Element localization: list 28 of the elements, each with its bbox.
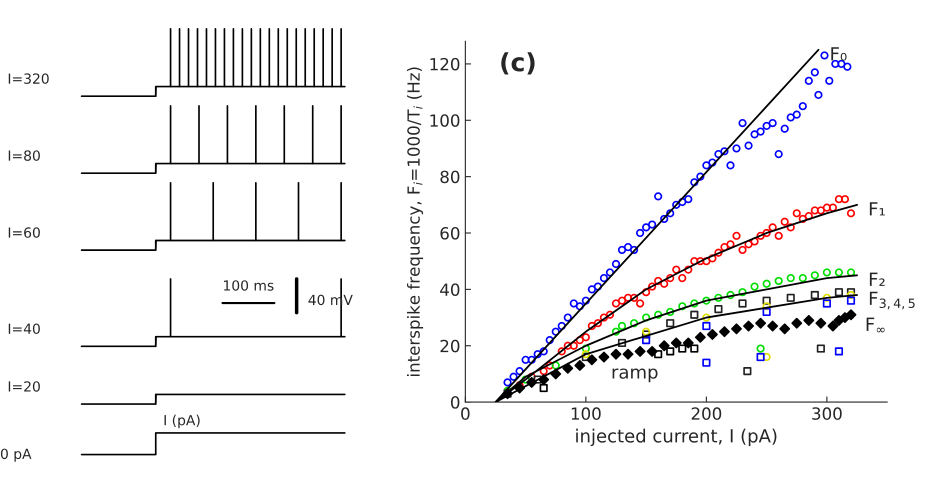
x-tick-label: 300 [812,407,842,420]
x-tick-label: 100 [572,407,601,420]
series-label: F$_{3,4,5}$ [870,292,915,310]
y-tick-label: 100 [430,114,460,127]
series-label: F₂ [870,272,885,286]
x-tick-label: 200 [692,407,722,420]
text: 100 ms [224,280,274,291]
text: I=60 [8,227,40,238]
series-label: F₁ [870,202,885,216]
series-label: ramp [612,368,658,382]
text: I=80 [8,150,40,161]
y-tick-label: 20 [440,340,460,352]
text: I=40 [8,324,40,334]
y-tick-label: 80 [440,170,460,184]
y-tick-label: 60 [440,226,460,240]
series-label: F₀ [831,47,847,61]
y-tick-label: 120 [430,58,460,70]
x-tick-label: 0 [461,407,470,420]
chart-title: (c) [501,52,535,74]
text: I (pA) [164,414,200,428]
y-axis-title: interspike frequency, F$_{i}$=1000/T$_{i}$ (Hz) [406,67,424,376]
x-axis-title: injected current, I (pA) [576,428,776,446]
text: 0 pA [0,448,32,462]
text: I=20 [8,381,40,392]
series-label: F$_{∞}$ [866,318,885,332]
y-tick-label: 0 [450,396,460,409]
y-tick-label: 40 [440,283,460,296]
text: I=320 [8,73,49,84]
